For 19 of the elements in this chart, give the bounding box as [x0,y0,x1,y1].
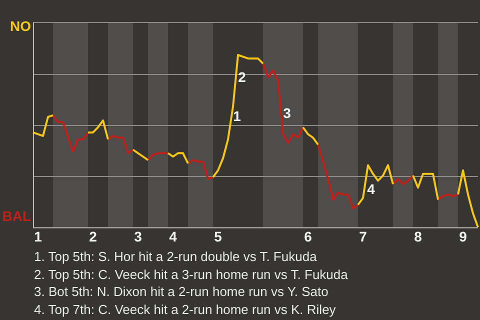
x-tick-label: 4 [169,228,178,244]
x-tick-label: 3 [134,228,142,244]
x-tick-label: 9 [459,228,468,244]
x-tick-label: 2 [89,228,98,244]
x-tick-label: 1 [34,228,42,244]
text: 3. Bot 5th: N. Dixon hit a 2-run home run vs Y. Sato [34,283,330,300]
x-tick-label: 6 [304,228,312,244]
text: BAL [2,208,32,224]
x-tick-label: 8 [414,228,422,244]
text: NO [10,18,32,34]
annotation: 3 [283,104,292,121]
x-tick-label: 7 [359,228,368,244]
annotation: 1 [233,108,242,124]
text: 1. Top 5th: S. Hor hit a 2-run double vs T. Fukuda [34,248,318,266]
x-tick-label: 5 [214,228,222,244]
annotation: 2 [238,68,246,85]
text: 2. Top 5th: C. Veeck hit a 3-run home run vs T. Fukuda [34,266,349,283]
text: 4. Top 7th: C. Veeck hit a 2-run home run vs K. Riley [34,300,337,318]
annotation: 4 [367,180,376,197]
